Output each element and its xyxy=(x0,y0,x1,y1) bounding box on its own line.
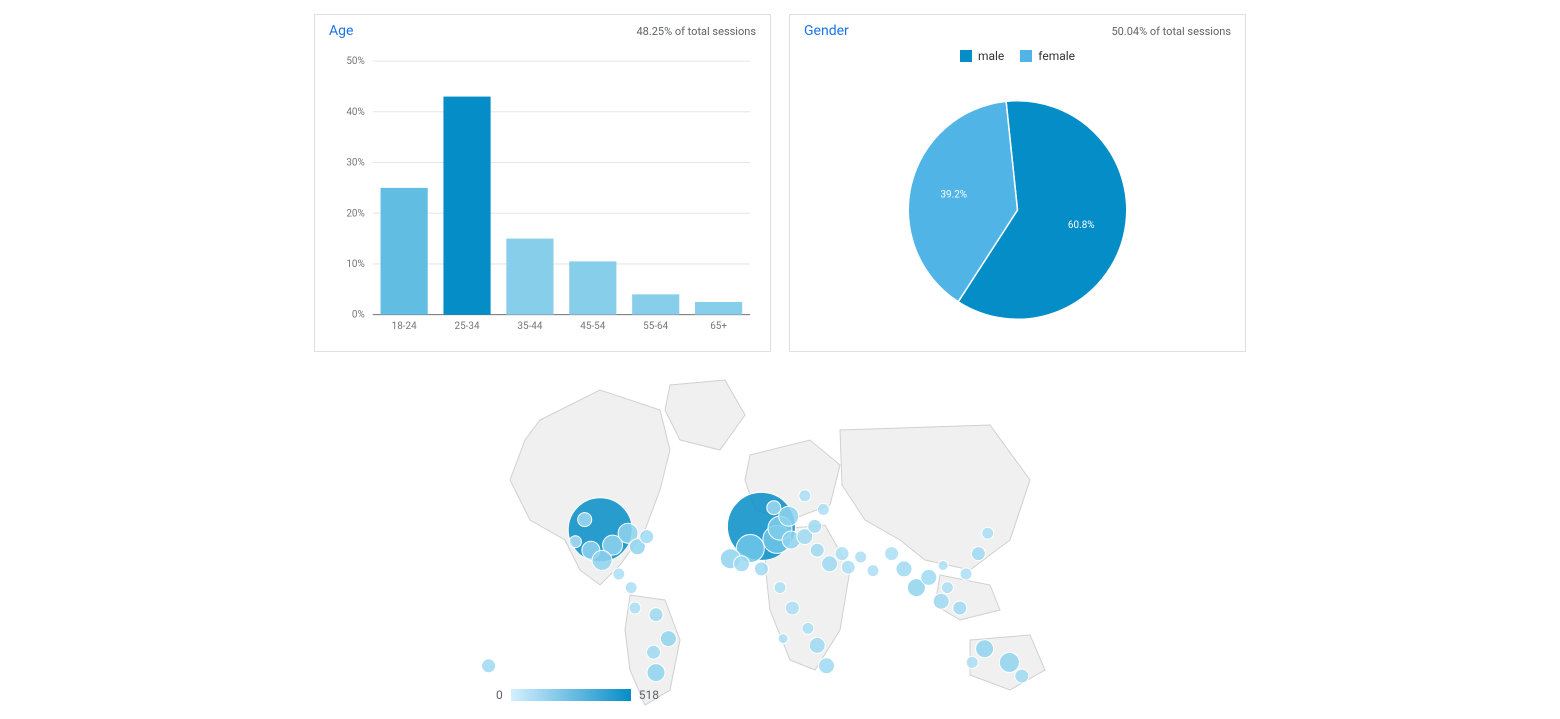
gender-card-header: Gender 50.04% of total sessions xyxy=(790,15,1245,45)
gender-legend: male female xyxy=(790,45,1245,75)
legend-label: male xyxy=(978,49,1004,63)
map-legend-max: 518 xyxy=(639,688,659,702)
legend-swatch xyxy=(1020,50,1032,62)
svg-text:25-34: 25-34 xyxy=(455,321,480,332)
age-subtitle: 48.25% of total sessions xyxy=(636,25,756,38)
svg-text:20%: 20% xyxy=(346,208,364,219)
svg-text:10%: 10% xyxy=(346,259,364,270)
svg-text:45-54: 45-54 xyxy=(580,321,605,332)
svg-text:0%: 0% xyxy=(352,310,365,321)
age-bar-chart: 0% 10% 20% 30% 40% 50% 18-24 25-34 35-44 45-54 55-… xyxy=(329,55,756,339)
svg-text:39.2%: 39.2% xyxy=(940,190,967,201)
svg-text:40%: 40% xyxy=(346,107,364,118)
legend-item: female xyxy=(1020,49,1075,63)
svg-text:18-24: 18-24 xyxy=(392,321,417,332)
legend-swatch xyxy=(960,50,972,62)
svg-text:30%: 30% xyxy=(346,157,364,168)
map-legend: 0 518 xyxy=(496,688,659,702)
svg-text:50%: 50% xyxy=(346,56,364,67)
svg-text:60.8%: 60.8% xyxy=(1068,220,1095,231)
age-card: Age 48.25% of total sessions 0% 10% 20% 30%… xyxy=(314,14,771,352)
legend-item: male xyxy=(960,49,1004,63)
gender-card: Gender 50.04% of total sessions male fema… xyxy=(789,14,1246,352)
svg-text:65+: 65+ xyxy=(710,321,727,332)
age-card-header: Age 48.25% of total sessions xyxy=(315,15,770,45)
age-title-link[interactable]: Age xyxy=(329,23,353,39)
world-map: 0 518 xyxy=(470,370,1090,710)
svg-text:35-44: 35-44 xyxy=(517,321,542,332)
legend-label: female xyxy=(1038,49,1075,63)
map-legend-min: 0 xyxy=(496,688,503,702)
gender-title-link[interactable]: Gender xyxy=(804,23,849,39)
map-legend-gradient xyxy=(511,689,631,701)
gender-subtitle: 50.04% of total sessions xyxy=(1111,25,1231,38)
svg-text:55-64: 55-64 xyxy=(643,321,668,332)
gender-pie-chart: 60.8% 39.2% xyxy=(804,81,1231,339)
